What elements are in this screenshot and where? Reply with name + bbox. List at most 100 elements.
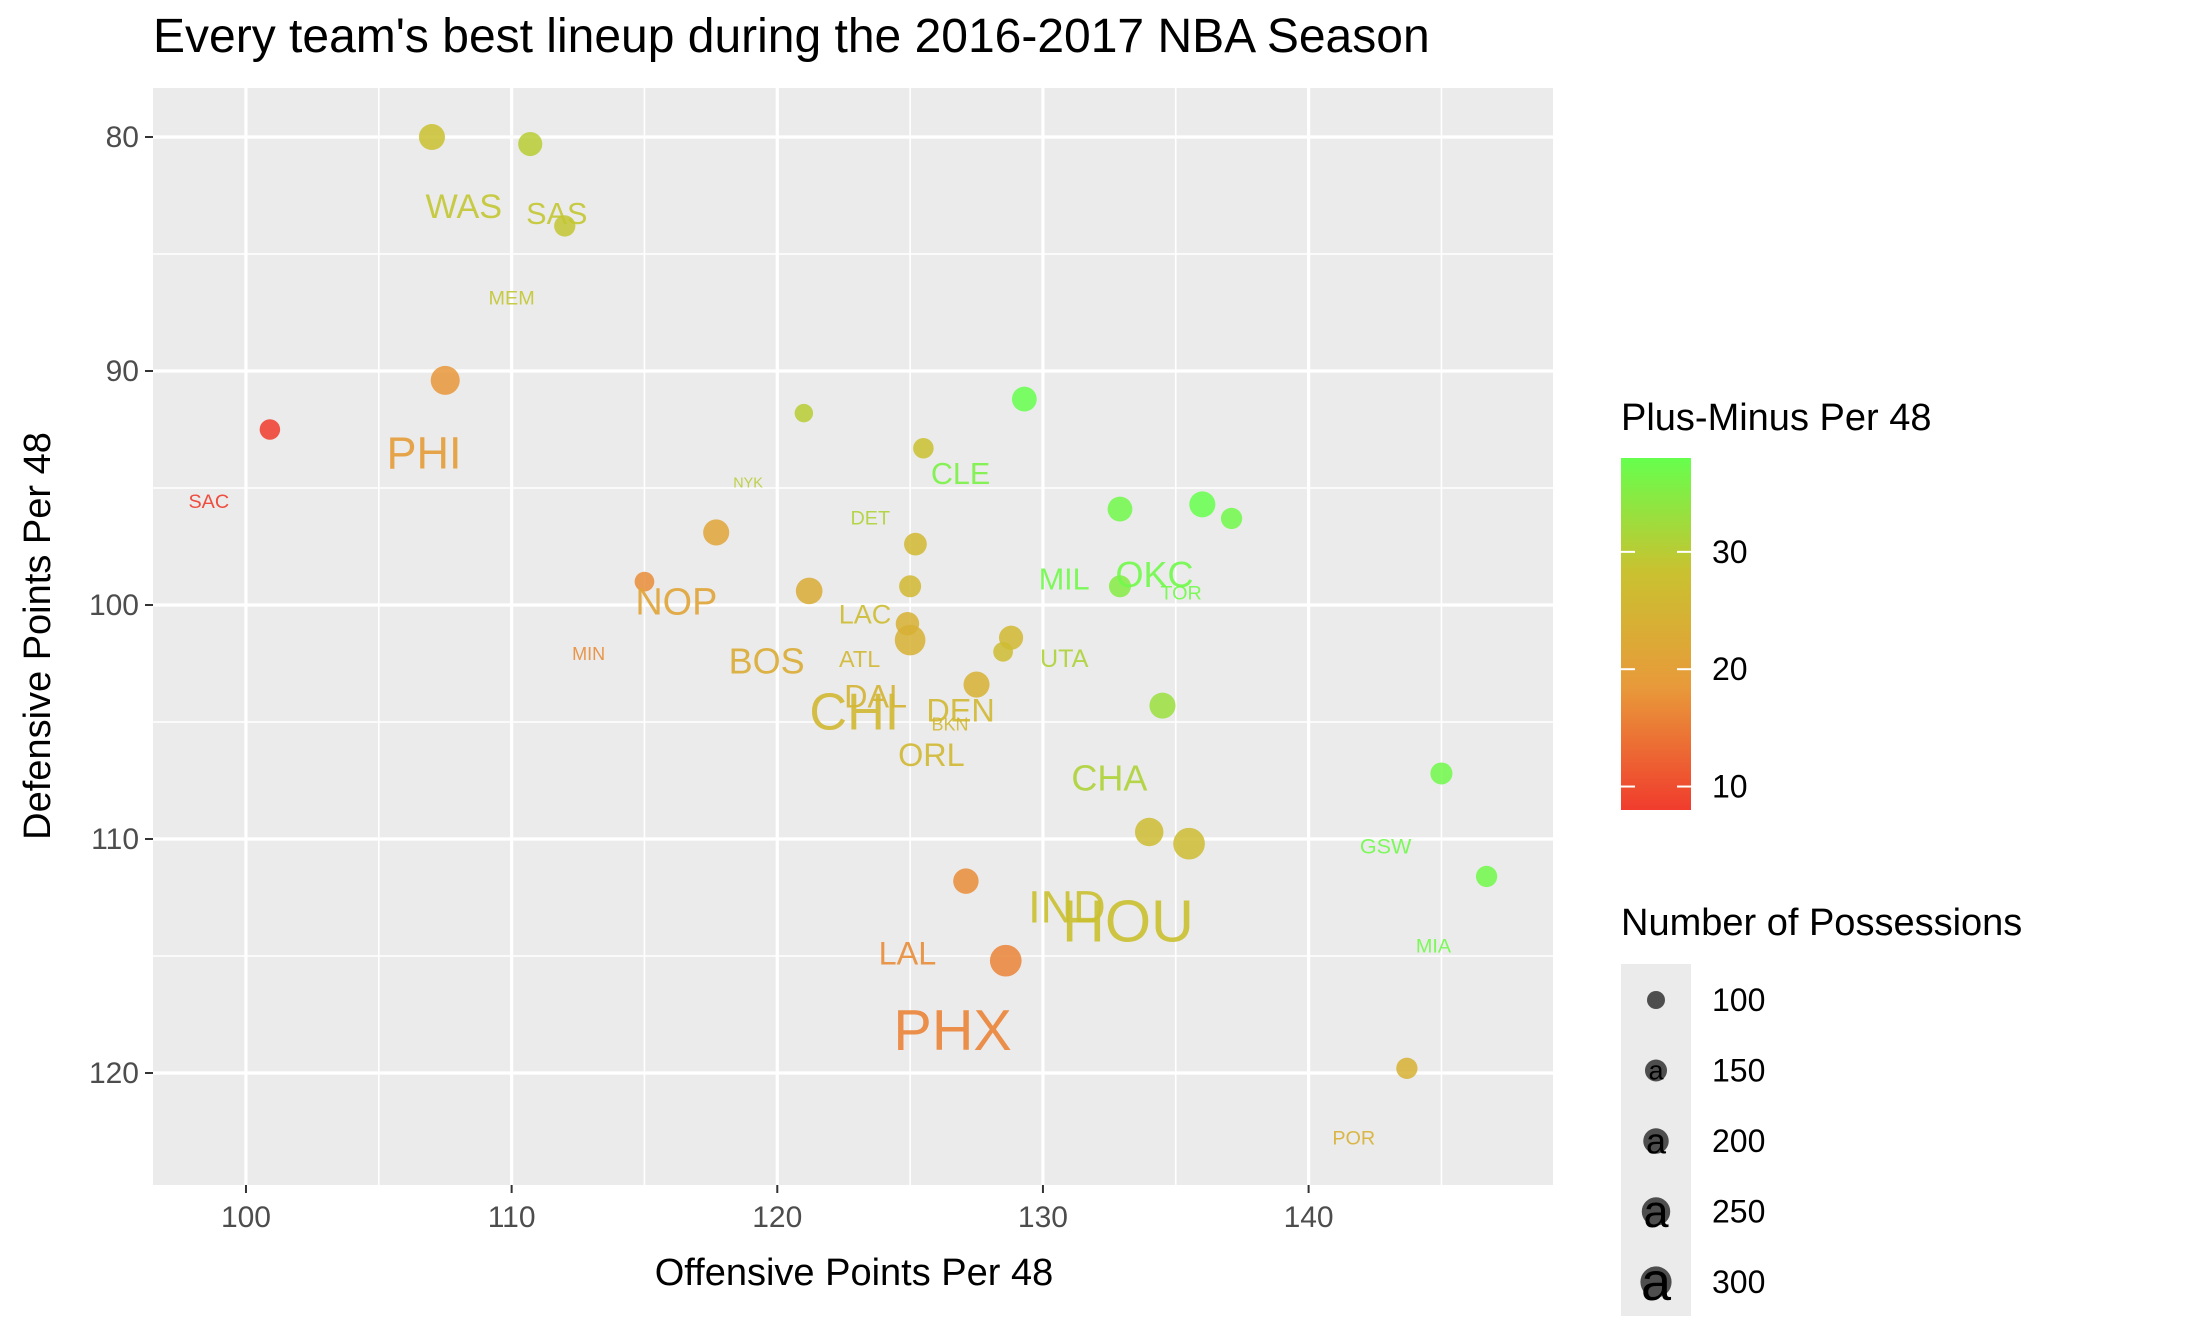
data-point [1220, 507, 1243, 530]
data-point [899, 575, 922, 598]
team-label: MEM [489, 287, 535, 309]
team-label: NOP [635, 582, 717, 624]
team-label: CHI [809, 684, 899, 742]
team-label: ORL [898, 737, 965, 773]
team-label: CHA [1071, 758, 1147, 799]
color-legend-ticks: 10 20 30 [1621, 534, 1748, 805]
y-tick-label: 110 [91, 823, 139, 856]
size-legend-items: 100 a 150 a 200 a 250 a 300 [1640, 982, 1765, 1312]
data-point [1011, 386, 1037, 412]
size-legend-label: 200 [1712, 1123, 1765, 1159]
size-legend-key-glyph: a [1643, 1186, 1669, 1237]
data-point [554, 215, 576, 237]
size-legend-key [1647, 991, 1665, 1009]
color-legend-bar [1621, 458, 1691, 810]
data-point [1475, 865, 1498, 888]
data-point [993, 641, 1013, 662]
color-legend-label: 30 [1712, 534, 1748, 570]
color-legend-title: Plus-Minus Per 48 [1621, 397, 1931, 439]
team-label: SAS [526, 197, 587, 231]
team-label: OKC [1116, 554, 1194, 595]
data-point [904, 532, 927, 556]
plot-panel [153, 88, 1553, 1185]
size-legend-key [1640, 1266, 1672, 1298]
data-point [1430, 762, 1453, 785]
size-legend-key-glyph: a [1648, 1056, 1664, 1086]
x-tick-label: 120 [752, 1201, 802, 1234]
size-legend-key [1641, 1197, 1671, 1226]
team-label: HOU [1062, 887, 1194, 954]
color-legend-label: 10 [1712, 769, 1748, 805]
data-point [795, 577, 823, 605]
data-point [634, 571, 655, 592]
grid-lines [153, 88, 1553, 1185]
team-label: PHX [893, 999, 1011, 1063]
data-point [894, 624, 926, 656]
data-point [794, 403, 814, 423]
color-legend: Plus-Minus Per 48 10 20 30 [1621, 397, 1931, 810]
team-label: DET [850, 507, 890, 529]
team-label: MIN [572, 644, 605, 664]
x-tick-label: 110 [488, 1201, 536, 1234]
size-legend-key [1644, 1059, 1668, 1082]
size-legend-key [1643, 1128, 1669, 1154]
x-tick-label: 130 [1018, 1201, 1068, 1234]
y-tick-label: 80 [106, 121, 139, 154]
y-tick-label: 90 [106, 355, 139, 388]
y-tick-label: 120 [89, 1057, 139, 1090]
team-label: DEN [926, 692, 994, 728]
team-label: BOS [729, 641, 805, 682]
y-axis-title: Defensive Points Per 48 [17, 432, 59, 840]
team-label: SAC [188, 491, 229, 513]
data-point [963, 671, 990, 698]
team-label: GSW [1360, 834, 1412, 859]
x-axis-title: Offensive Points Per 48 [655, 1252, 1054, 1294]
size-legend-title: Number of Possessions [1621, 902, 2022, 944]
x-tick-label: 100 [221, 1201, 271, 1234]
team-label: BKN [931, 714, 968, 734]
size-legend-key-glyph: a [1646, 1121, 1667, 1162]
data-point [1134, 817, 1164, 847]
size-legend-label: 150 [1712, 1053, 1765, 1089]
x-tick-label: 140 [1284, 1201, 1334, 1234]
team-label: IND [1028, 881, 1106, 932]
data-point [1108, 575, 1132, 598]
size-legend-label: 100 [1712, 982, 1765, 1018]
data-point [989, 944, 1022, 977]
data-point [418, 123, 445, 151]
data-point [703, 519, 730, 546]
team-label: CLE [931, 457, 991, 491]
team-label: PHI [386, 427, 461, 478]
size-legend-label: 300 [1712, 1264, 1765, 1300]
data-point [913, 437, 934, 459]
team-label: POR [1332, 1128, 1375, 1150]
data-point [1396, 1057, 1418, 1079]
data-point [1107, 496, 1133, 522]
data-point [430, 365, 460, 395]
data-point [1149, 692, 1176, 719]
data-points [259, 123, 1498, 1079]
data-point [953, 868, 979, 894]
team-label: MIA [1416, 936, 1452, 958]
size-legend-label: 250 [1712, 1194, 1765, 1230]
team-label: LAC [839, 599, 892, 629]
team-label: MIL [1039, 562, 1090, 596]
size-legend-key-glyph: a [1641, 1252, 1672, 1312]
data-point [1173, 827, 1205, 860]
team-label: TOR [1160, 582, 1201, 604]
team-label: UTA [1040, 645, 1089, 673]
team-label: LAL [879, 936, 937, 972]
axes: 100 110 120 130 140 80 90 100 110 120 [89, 121, 1334, 1234]
size-legend: Number of Possessions 100 a 150 a 200 a 250 a 30… [1621, 902, 2022, 1316]
team-label: WAS [426, 188, 503, 226]
team-label: ATL [839, 646, 880, 672]
data-point [518, 131, 543, 157]
data-point [1189, 491, 1216, 518]
chart-title: Every team's best lineup during the 2016… [153, 10, 1430, 63]
team-label: NYK [733, 475, 763, 491]
color-legend-label: 20 [1712, 651, 1748, 687]
data-point [259, 419, 281, 440]
